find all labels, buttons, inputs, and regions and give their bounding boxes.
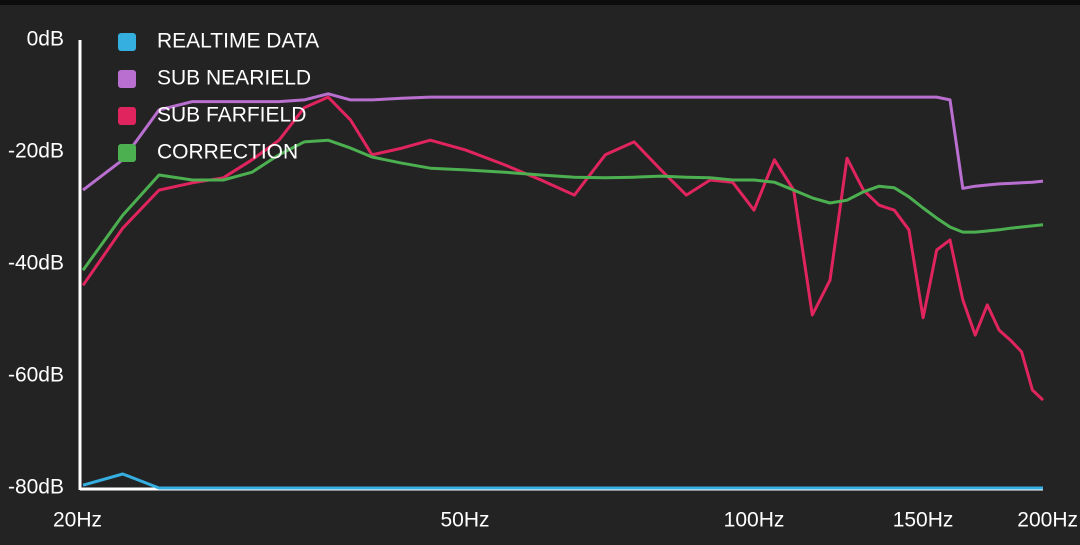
legend-swatch [118,107,136,125]
legend-swatch [118,70,136,88]
y-tick-label: 0dB [27,28,64,51]
series-line [82,92,1044,192]
series-line [81,138,1044,272]
legend-label: SUB NEARIELD [157,67,311,90]
y-tick-label: -60dB [8,364,64,387]
legend-label: CORRECTION [157,141,298,164]
x-tick-label: 50Hz [441,509,490,532]
series-line [82,472,1043,490]
y-tick-label: -80dB [8,476,64,499]
x-tick-label: 100Hz [724,509,785,532]
legend-label: REALTIME DATA [157,30,319,53]
series-line [81,95,1045,402]
x-tick-label: 200Hz [1017,509,1078,532]
legend-swatch [118,144,136,162]
legend-label: SUB FARFIELD [157,104,306,127]
y-tick-label: -40dB [8,252,64,275]
x-tick-label: 150Hz [893,509,954,532]
y-tick-label: -20dB [8,140,64,163]
legend-swatch [118,33,136,51]
x-tick-label: 20Hz [53,509,102,532]
status-bar [0,0,1080,5]
